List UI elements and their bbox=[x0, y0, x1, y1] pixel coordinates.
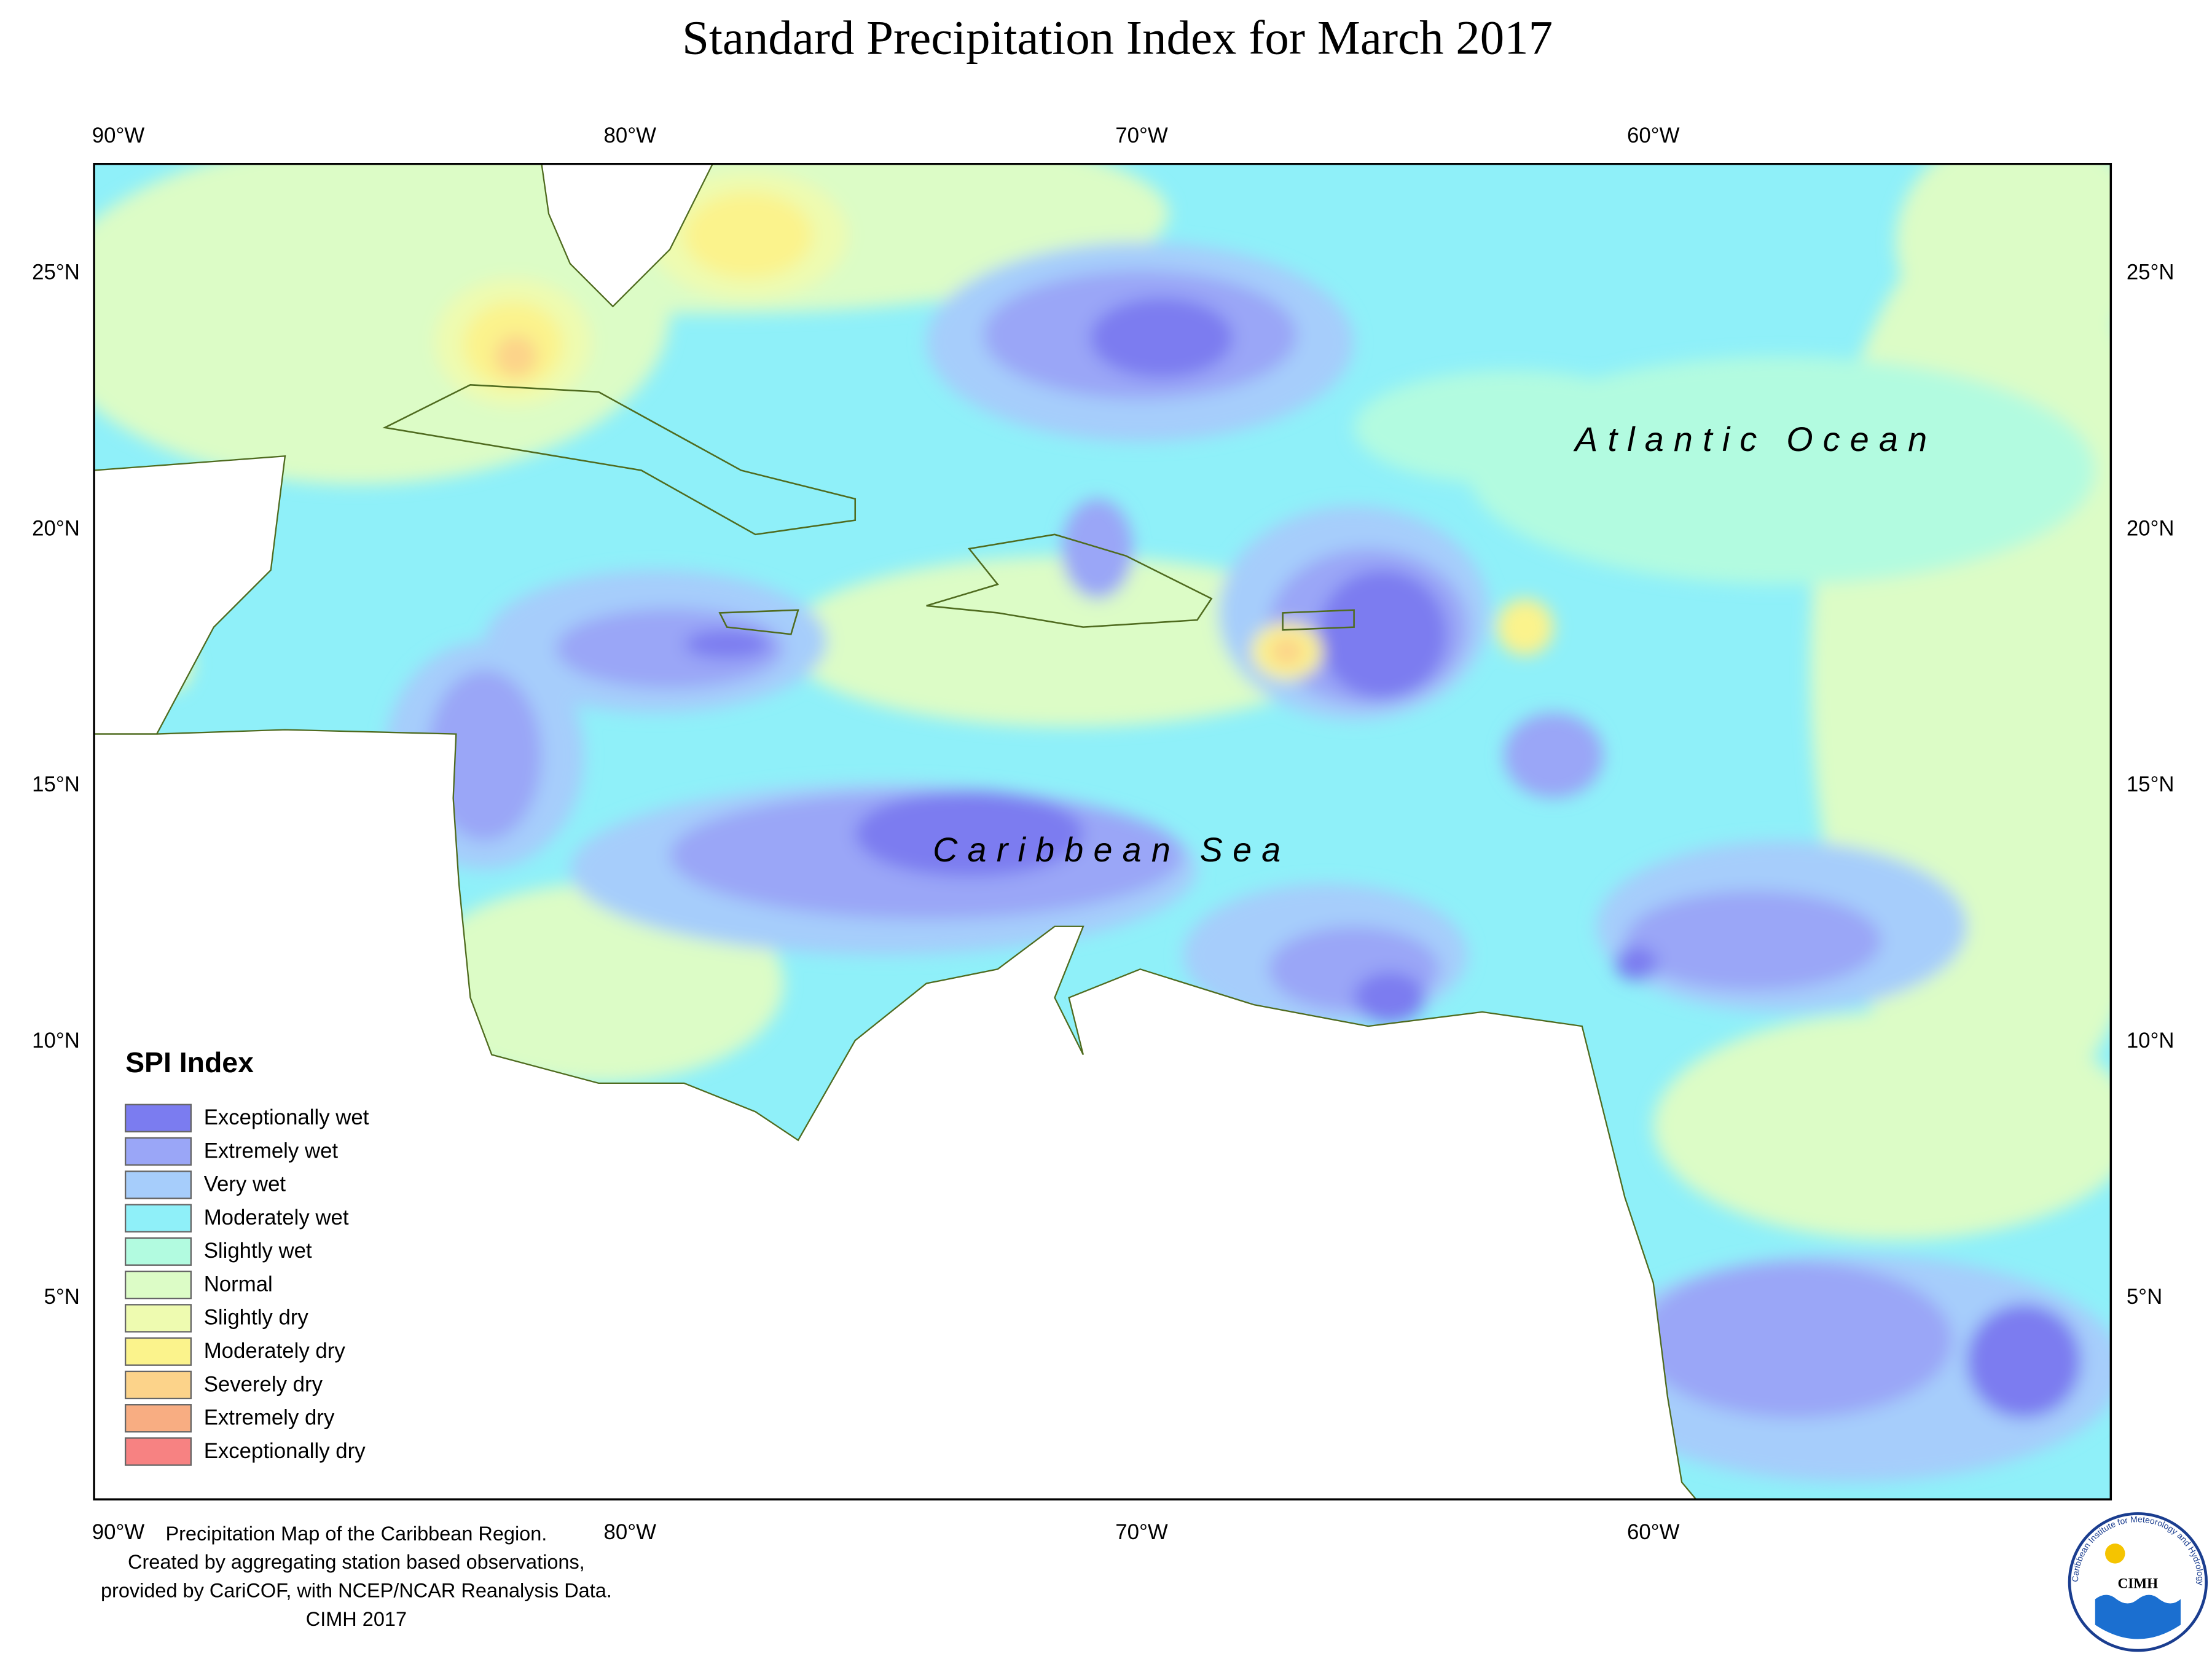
legend-swatch bbox=[124, 1337, 192, 1366]
footer-line: Created by aggregating station based obs… bbox=[128, 1551, 585, 1573]
coordinate-labels: 90°W 90°W 80°W 80°W 70°W 70°W 60°W 60°W 25°N 25°N… bbox=[32, 124, 2174, 1544]
cuba bbox=[382, 383, 857, 536]
longitude-label: 60°W bbox=[1627, 1521, 1680, 1544]
spi-region bbox=[1967, 1304, 2081, 1418]
legend-label: Severely dry bbox=[204, 1373, 323, 1396]
spi-region bbox=[1496, 598, 1554, 656]
spi-region bbox=[1354, 971, 1426, 1024]
footer: Precipitation Map of the Caribbean Regio… bbox=[101, 1523, 612, 1630]
spi-region bbox=[1896, 163, 2111, 356]
legend-swatch bbox=[124, 1270, 192, 1300]
footer-line: CIMH 2017 bbox=[306, 1608, 407, 1630]
legend-swatch bbox=[124, 1304, 192, 1333]
footer-line: provided by CariCOF, with NCEP/NCAR Rean… bbox=[101, 1580, 612, 1602]
legend-label: Exceptionally wet bbox=[204, 1106, 369, 1129]
legend-swatch bbox=[124, 1204, 192, 1233]
spi-region bbox=[684, 192, 813, 278]
logo-text: CIMH bbox=[2118, 1576, 2159, 1592]
legend-label: Very wet bbox=[204, 1173, 286, 1196]
yucatan bbox=[94, 455, 286, 735]
latitude-label: 15°N bbox=[2127, 773, 2175, 796]
latitude-label: 10°N bbox=[32, 1029, 80, 1053]
hispaniola bbox=[926, 533, 1213, 628]
legend-swatch bbox=[124, 1237, 192, 1266]
map-title: Standard Precipitation Index for March 2… bbox=[682, 12, 1553, 65]
latitude-label: 15°N bbox=[32, 773, 80, 796]
mainland bbox=[94, 729, 1697, 1500]
longitude-label: 70°W bbox=[1115, 124, 1168, 147]
legend-swatch bbox=[124, 1370, 192, 1400]
longitude-label: 90°W bbox=[92, 1521, 145, 1544]
logo-waves bbox=[2095, 1594, 2181, 1639]
jamaica bbox=[718, 609, 799, 635]
logo-sun bbox=[2105, 1543, 2125, 1564]
spi-region bbox=[855, 791, 1083, 877]
spi-region bbox=[1639, 1261, 1953, 1418]
spi-region bbox=[1269, 637, 1304, 666]
latitude-label: 25°N bbox=[2127, 261, 2175, 284]
legend-swatch bbox=[124, 1137, 192, 1166]
legend-swatch bbox=[124, 1171, 192, 1199]
legend-label: Slightly dry bbox=[204, 1306, 309, 1330]
florida bbox=[541, 163, 714, 308]
longitude-label: 70°W bbox=[1115, 1521, 1168, 1544]
legend-label: Slightly wet bbox=[204, 1239, 312, 1263]
latitude-label: 5°N bbox=[44, 1285, 80, 1309]
ocean-label: Atlantic Ocean bbox=[1573, 420, 1937, 458]
legend-label: Extremely dry bbox=[204, 1406, 335, 1430]
latitude-label: 20°N bbox=[32, 517, 80, 540]
longitude-label: 80°W bbox=[604, 124, 657, 147]
legend-label: Normal bbox=[204, 1273, 273, 1296]
spi-region bbox=[555, 608, 784, 689]
latitude-label: 5°N bbox=[2127, 1285, 2162, 1309]
logo: Caribbean Institute for Meteorology and … bbox=[2068, 1512, 2208, 1652]
latitude-label: 20°N bbox=[2127, 517, 2175, 540]
legend-swatch bbox=[124, 1104, 192, 1132]
longitude-label: 60°W bbox=[1627, 124, 1680, 147]
footer-line: Precipitation Map of the Caribbean Regio… bbox=[165, 1523, 547, 1545]
latitude-label: 10°N bbox=[2127, 1029, 2175, 1053]
map-frame bbox=[93, 163, 2112, 1500]
longitude-label: 90°W bbox=[92, 124, 145, 147]
spi-region bbox=[1615, 946, 1658, 981]
puerto-rico bbox=[1282, 609, 1355, 631]
legend-label: Extremely wet bbox=[204, 1139, 339, 1163]
sea-label: Caribbean Sea bbox=[933, 831, 1290, 869]
legend-label: Exceptionally dry bbox=[204, 1440, 366, 1463]
longitude-label: 80°W bbox=[604, 1521, 657, 1544]
latitude-label: 25°N bbox=[32, 261, 80, 284]
legend: Exceptionally wet Extremely wet Very wet Mo… bbox=[124, 1104, 369, 1466]
spi-region bbox=[1504, 712, 1604, 798]
legend-swatch bbox=[124, 1437, 192, 1466]
spi-region bbox=[1625, 890, 1881, 991]
legend-label: Moderately dry bbox=[204, 1339, 346, 1363]
legend-label: Moderately wet bbox=[204, 1206, 349, 1230]
spi-region bbox=[1062, 498, 1134, 599]
spi-region bbox=[684, 630, 770, 659]
legend-title: SPI Index bbox=[125, 1046, 254, 1078]
spi-field bbox=[94, 163, 2111, 1500]
spi-region bbox=[1090, 297, 1233, 378]
spi-region bbox=[494, 335, 538, 378]
spi-region bbox=[1653, 1011, 2111, 1240]
spi-region bbox=[427, 670, 542, 841]
spi-region bbox=[1354, 371, 1668, 485]
legend-swatch bbox=[124, 1404, 192, 1433]
spi-region bbox=[1318, 570, 1447, 699]
